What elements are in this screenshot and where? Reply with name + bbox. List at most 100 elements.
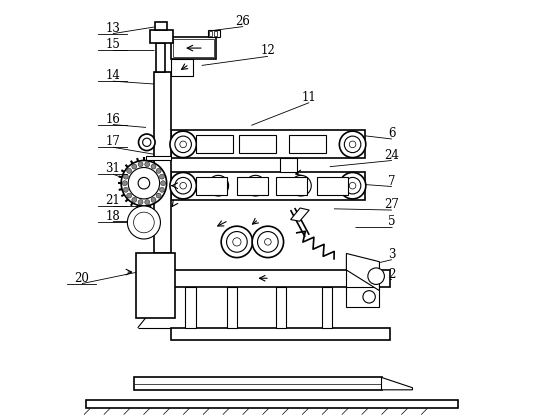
Circle shape xyxy=(344,177,361,194)
Text: 13: 13 xyxy=(106,22,120,35)
Bar xyxy=(239,135,276,154)
Bar xyxy=(171,270,390,287)
Circle shape xyxy=(122,181,127,186)
Bar xyxy=(288,135,326,154)
Circle shape xyxy=(252,226,283,258)
Circle shape xyxy=(156,193,161,198)
Circle shape xyxy=(180,182,187,189)
Text: 12: 12 xyxy=(261,45,275,57)
Circle shape xyxy=(123,187,128,192)
Circle shape xyxy=(256,136,272,153)
Bar xyxy=(171,130,365,158)
Bar xyxy=(280,158,297,172)
Circle shape xyxy=(159,174,164,179)
Circle shape xyxy=(160,181,165,186)
Bar xyxy=(171,59,194,76)
Circle shape xyxy=(363,291,375,303)
Circle shape xyxy=(170,131,196,158)
Text: 14: 14 xyxy=(106,69,120,82)
Circle shape xyxy=(175,136,191,153)
Bar xyxy=(276,177,307,195)
Bar xyxy=(347,287,379,307)
Bar xyxy=(173,39,214,57)
Bar xyxy=(86,400,458,409)
Bar xyxy=(237,177,268,195)
Text: 27: 27 xyxy=(385,198,399,211)
Text: 3: 3 xyxy=(388,248,395,261)
Text: 6: 6 xyxy=(388,127,395,140)
Circle shape xyxy=(159,187,164,192)
Bar xyxy=(171,172,365,200)
Circle shape xyxy=(127,193,132,198)
Circle shape xyxy=(295,179,307,192)
Polygon shape xyxy=(381,377,412,390)
Circle shape xyxy=(138,162,143,167)
Bar xyxy=(171,37,216,59)
Text: 2: 2 xyxy=(388,267,395,281)
Circle shape xyxy=(156,168,161,173)
Text: 21: 21 xyxy=(106,194,120,207)
Circle shape xyxy=(143,138,151,146)
Circle shape xyxy=(344,136,361,153)
Circle shape xyxy=(259,140,268,149)
Bar xyxy=(318,177,349,195)
Circle shape xyxy=(151,164,156,169)
Bar xyxy=(156,43,165,72)
Circle shape xyxy=(121,161,166,206)
Circle shape xyxy=(290,176,311,196)
Text: 7: 7 xyxy=(388,175,395,188)
Circle shape xyxy=(145,162,150,167)
Circle shape xyxy=(123,174,128,179)
Circle shape xyxy=(233,238,241,246)
Circle shape xyxy=(128,168,159,199)
Circle shape xyxy=(138,177,150,189)
Circle shape xyxy=(132,197,137,202)
Circle shape xyxy=(221,226,252,258)
Circle shape xyxy=(127,206,160,239)
Text: 31: 31 xyxy=(106,162,120,175)
Text: 18: 18 xyxy=(106,210,120,223)
Circle shape xyxy=(264,239,271,245)
Text: 15: 15 xyxy=(106,38,120,51)
Circle shape xyxy=(257,232,278,252)
Bar xyxy=(208,30,220,37)
Circle shape xyxy=(127,168,132,173)
Circle shape xyxy=(339,173,366,199)
Circle shape xyxy=(139,134,155,151)
Bar xyxy=(276,287,287,328)
Bar xyxy=(195,135,233,154)
Text: 16: 16 xyxy=(106,113,120,126)
Circle shape xyxy=(349,141,356,148)
Circle shape xyxy=(180,141,187,148)
Circle shape xyxy=(212,179,225,192)
Bar xyxy=(134,377,381,390)
Bar xyxy=(154,72,171,253)
Circle shape xyxy=(134,212,154,233)
Circle shape xyxy=(145,200,150,205)
Bar xyxy=(155,22,168,30)
Circle shape xyxy=(132,164,137,169)
Text: 20: 20 xyxy=(75,272,89,285)
Bar xyxy=(322,287,332,328)
Polygon shape xyxy=(347,253,379,291)
Circle shape xyxy=(208,176,228,196)
Circle shape xyxy=(138,200,143,205)
Circle shape xyxy=(170,173,196,199)
Polygon shape xyxy=(290,208,309,221)
Text: 26: 26 xyxy=(236,15,250,28)
Circle shape xyxy=(339,131,366,158)
Bar xyxy=(135,253,175,317)
Text: 5: 5 xyxy=(388,215,395,228)
Bar xyxy=(214,31,218,36)
Bar xyxy=(347,270,379,289)
Bar xyxy=(195,177,226,195)
Circle shape xyxy=(226,232,247,252)
Bar xyxy=(209,31,213,36)
Circle shape xyxy=(249,179,262,192)
Circle shape xyxy=(368,268,385,285)
Bar xyxy=(150,30,173,43)
Circle shape xyxy=(245,176,266,196)
Text: 17: 17 xyxy=(106,135,120,149)
Circle shape xyxy=(349,182,356,189)
Text: 24: 24 xyxy=(385,149,399,161)
